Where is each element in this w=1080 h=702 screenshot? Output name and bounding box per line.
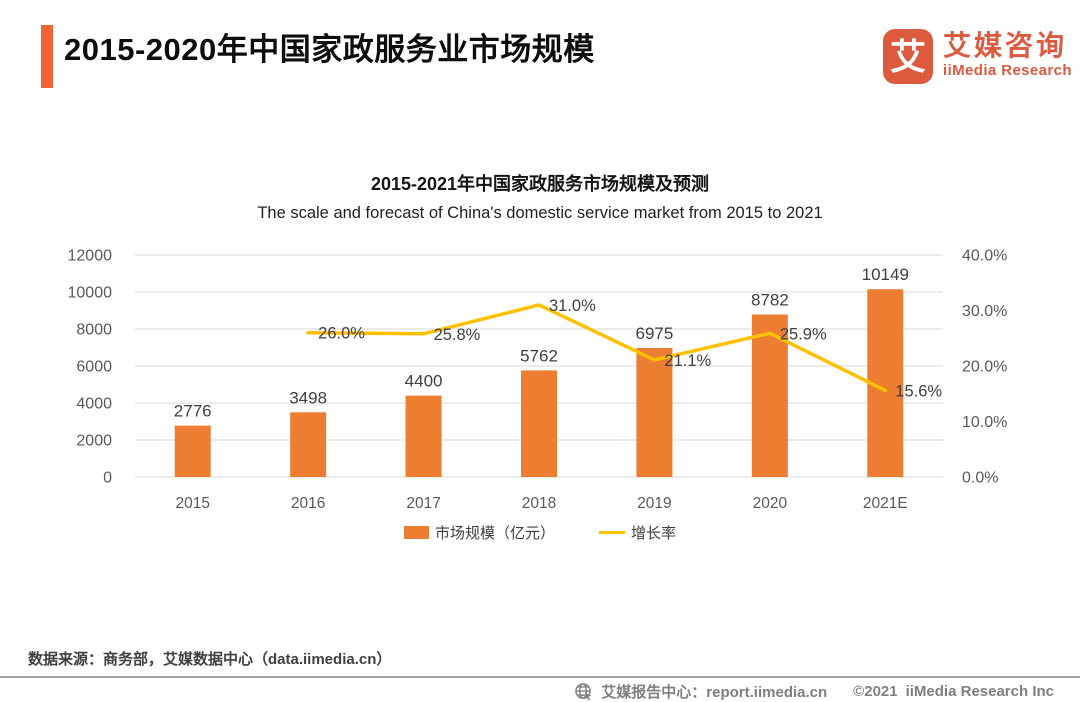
svg-text:30.0%: 30.0%	[962, 303, 1007, 320]
bar-2016	[290, 412, 327, 477]
footer: 艾媒报告中心：report.iimedia.cn ©2021 iiMedia R…	[574, 681, 1054, 702]
right-axis-labels: 0.0% 10.0% 20.0% 30.0% 40.0%	[962, 248, 1007, 487]
svg-text:6000: 6000	[76, 359, 112, 376]
svg-text:40.0%: 40.0%	[962, 248, 1007, 265]
line-series-swatch	[599, 530, 625, 535]
bar-series-swatch	[403, 526, 429, 539]
svg-text:10149: 10149	[862, 265, 909, 284]
footer-copyright: ©2021	[853, 683, 898, 700]
svg-text:31.0%: 31.0%	[549, 297, 596, 315]
svg-text:2021E: 2021E	[863, 495, 908, 512]
svg-text:2016: 2016	[291, 495, 325, 512]
svg-text:21.1%: 21.1%	[664, 352, 711, 370]
chart-legend: 市场规模（亿元） 增长率	[0, 522, 1080, 543]
bar-series-market-scale: 2776 3498 4400 5762 6975 8782 10149	[174, 265, 909, 477]
svg-text:25.9%: 25.9%	[780, 325, 827, 343]
svg-text:2000: 2000	[76, 433, 112, 450]
svg-text:26.0%: 26.0%	[318, 325, 365, 343]
brand-logo: 艾 艾媒咨询 iiMedia Research	[883, 29, 1072, 84]
svg-text:0.0%: 0.0%	[962, 470, 998, 487]
logo-glyph: 艾	[889, 35, 926, 77]
footer-divider	[0, 676, 1080, 678]
left-axis-labels: 0 2000 4000 6000 8000 10000 12000	[68, 248, 113, 487]
svg-text:10.0%: 10.0%	[962, 414, 1007, 431]
logo-text: 艾媒咨询 iiMedia Research	[943, 29, 1072, 80]
legend-item-growth-rate: 增长率	[599, 522, 676, 543]
logo-name-en: iiMedia Research	[943, 61, 1072, 79]
x-axis-labels: 2015 2016 2017 2018 2019 2020 2021E	[175, 495, 907, 512]
svg-text:2017: 2017	[406, 495, 440, 512]
bar-2020	[751, 314, 788, 477]
svg-text:20.0%: 20.0%	[962, 359, 1007, 376]
iimedia-logo-icon: 艾	[883, 29, 933, 84]
bar-2015	[174, 425, 211, 477]
growth-line	[306, 303, 888, 393]
legend-label-growth-rate: 增长率	[631, 525, 677, 542]
title-accent-bar	[41, 25, 53, 88]
svg-text:25.8%: 25.8%	[434, 326, 481, 344]
svg-text:8000: 8000	[76, 322, 112, 339]
legend-label-market-scale: 市场规模（亿元）	[434, 525, 555, 542]
svg-text:2019: 2019	[637, 495, 671, 512]
chart-title: 2015-2021年中国家政服务市场规模及预测	[370, 174, 710, 194]
line-series-growth-rate: 26.0% 25.8% 31.0% 21.1% 25.9% 15.6%	[306, 297, 942, 400]
bar-2018	[521, 370, 557, 477]
svg-text:2018: 2018	[522, 495, 556, 512]
svg-text:2015: 2015	[175, 495, 209, 512]
bar-2019	[636, 347, 673, 477]
chart-subtitle: The scale and forecast of China's domest…	[257, 204, 823, 222]
footer-company: iiMedia Research Inc	[905, 683, 1054, 700]
svg-text:10000: 10000	[68, 285, 113, 302]
svg-text:2776: 2776	[174, 402, 212, 421]
svg-text:4000: 4000	[76, 396, 112, 413]
logo-name-cn: 艾媒咨询	[943, 30, 1068, 61]
svg-text:4400: 4400	[405, 372, 443, 391]
svg-text:15.6%: 15.6%	[895, 382, 942, 400]
svg-text:3498: 3498	[289, 388, 327, 407]
svg-text:0: 0	[103, 470, 112, 487]
page-title: 2015-2020年中国家政服务业市场规模	[64, 32, 595, 67]
footer-report-center: 艾媒报告中心：report.iimedia.cn	[601, 684, 828, 701]
data-source-note: 数据来源：商务部，艾媒数据中心（data.iimedia.cn）	[28, 651, 392, 668]
legend-item-market-scale: 市场规模（亿元）	[403, 522, 555, 543]
bar-2017	[405, 395, 442, 477]
svg-text:5762: 5762	[520, 346, 558, 365]
svg-text:8782: 8782	[751, 291, 789, 310]
svg-text:6975: 6975	[636, 324, 674, 343]
globe-cursor-icon	[575, 683, 592, 701]
svg-text:12000: 12000	[68, 248, 113, 265]
market-scale-combo-chart: 0 2000 4000 6000 8000 10000 12000 0.0% 10.0% 20.0…	[68, 248, 1008, 513]
svg-text:2020: 2020	[753, 495, 788, 512]
